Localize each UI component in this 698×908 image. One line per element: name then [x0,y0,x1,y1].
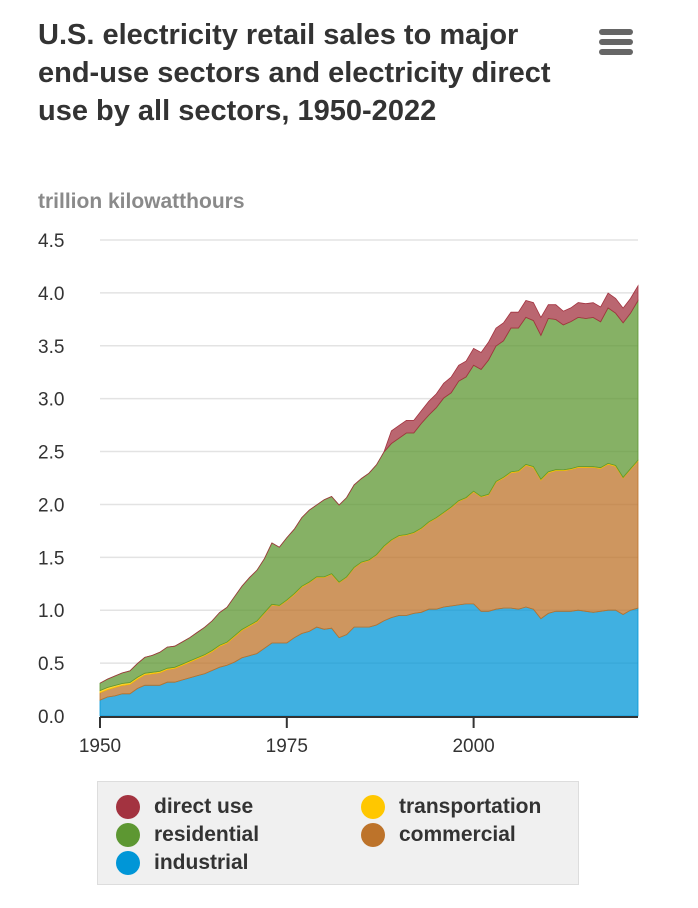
x-tick-label: 1950 [79,736,121,757]
y-tick-label: 0.5 [38,654,64,675]
hamburger-menu-icon-bar [599,39,633,45]
legend-marker-direct-use [116,795,140,819]
legend-label: residential [154,823,260,846]
y-tick-label: 3.0 [38,390,64,411]
x-tick-label: 2000 [452,736,494,757]
y-tick-label: 1.0 [38,601,64,622]
y-tick-label: 4.0 [38,284,64,305]
legend-label: commercial [399,823,516,846]
legend-item-direct-use[interactable]: direct use [116,795,253,819]
y-tick-label: 2.5 [38,443,64,464]
y-tick-label: 1.5 [38,548,64,569]
y-tick-label: 0.0 [38,707,64,728]
y-axis-label: trillion kilowatthours [38,190,245,213]
legend-item-transportation[interactable]: transportation [361,795,541,819]
y-tick-label: 2.0 [38,495,64,516]
legend-marker-commercial [361,823,385,847]
legend-label: direct use [154,795,254,818]
legend-marker-transportation [361,795,385,819]
legend: direct use transportation residential co… [97,781,579,885]
hamburger-menu-icon-bar [599,49,633,55]
hamburger-menu-icon [599,29,633,35]
x-tick-label: 1975 [266,736,308,757]
area-chart: 0.0 0.5 1.0 1.5 2.0 2.5 3.0 3.5 4.0 4.5 1950 1975 20… [38,231,639,757]
chart-menu-button[interactable] [597,29,635,59]
legend-label: transportation [399,795,542,818]
y-tick-label: 4.5 [38,231,64,252]
legend-label: industrial [154,851,249,874]
legend-item-residential[interactable]: residential [116,823,259,847]
legend-item-commercial[interactable]: commercial [361,823,516,847]
legend-item-industrial[interactable]: industrial [116,851,249,875]
area-direct-use [99,284,639,684]
legend-marker-industrial [116,851,140,875]
y-tick-label: 3.5 [38,337,64,358]
chart-title: U.S. electricity retail sales to major e… [38,19,551,127]
legend-marker-residential [116,823,140,847]
